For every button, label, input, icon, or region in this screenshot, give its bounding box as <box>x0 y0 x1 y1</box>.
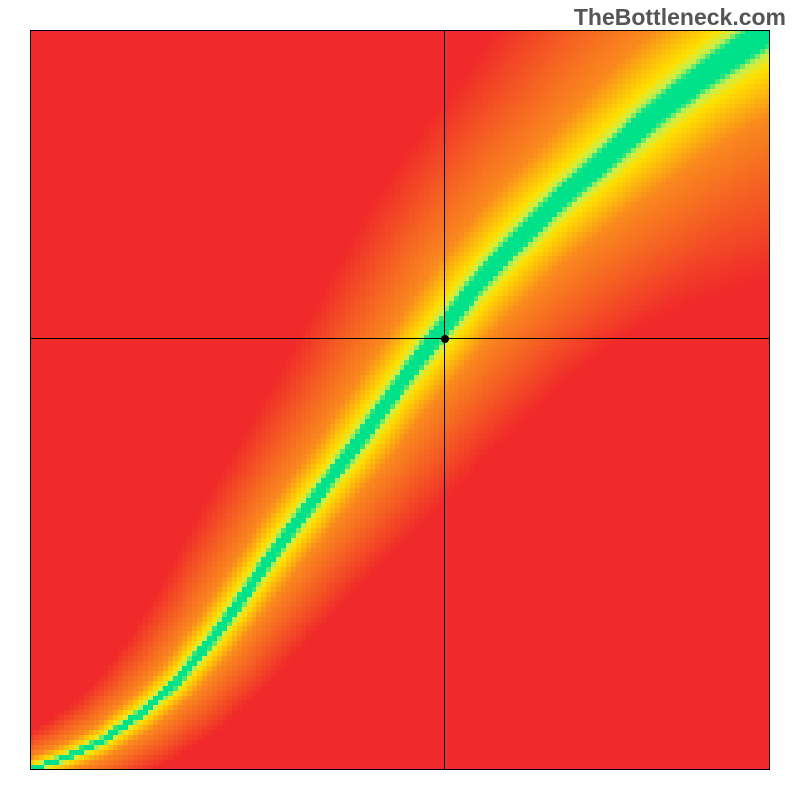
heatmap-canvas <box>30 30 770 770</box>
watermark-text: TheBottleneck.com <box>574 4 786 31</box>
crosshair-vertical <box>444 30 445 770</box>
crosshair-horizontal <box>30 338 770 339</box>
crosshair-dot <box>441 335 449 343</box>
heatmap-chart <box>30 30 770 770</box>
